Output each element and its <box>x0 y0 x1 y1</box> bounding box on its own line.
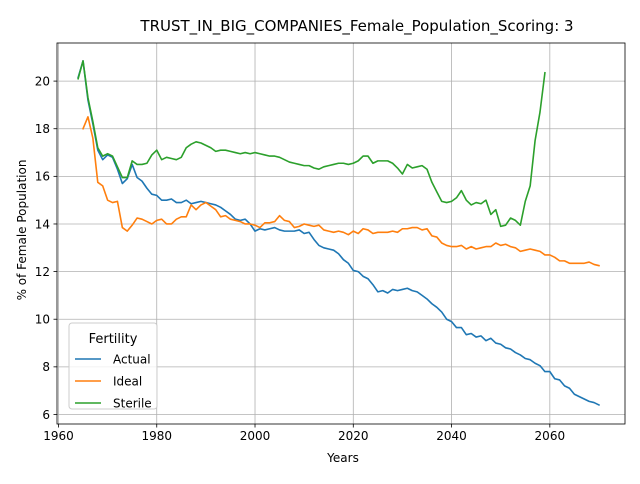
series-line-ideal <box>81 116 600 267</box>
legend-label-sterile: Sterile <box>113 397 152 411</box>
plot-area-frame <box>56 42 626 425</box>
x-tick-label: 1960 <box>43 429 74 443</box>
series-line-actual <box>77 60 601 407</box>
x-tick-label: 1980 <box>141 429 172 443</box>
chart-title: TRUST_IN_BIG_COMPANIES_Female_Population… <box>139 17 573 36</box>
legend-label-ideal: Ideal <box>113 375 142 389</box>
y-tick-label: 6 <box>42 408 50 422</box>
x-axis-label: Years <box>326 451 359 465</box>
x-tick-label: 2020 <box>338 429 369 443</box>
y-tick-label: 20 <box>35 74 50 88</box>
y-tick-label: 16 <box>35 170 50 184</box>
y-tick-label: 18 <box>35 122 50 136</box>
legend-title: Fertility <box>89 332 138 347</box>
x-tick-label: 2040 <box>436 429 467 443</box>
y-tick-label: 10 <box>35 313 50 327</box>
y-tick-label: 8 <box>42 360 50 374</box>
series-line-sterile <box>77 60 546 228</box>
legend-box <box>68 322 158 410</box>
legend-items: Actual Ideal Sterile <box>75 353 152 411</box>
axis-ticks: 1960 1980 2000 2020 2040 2060 6 8 10 12 14 16 18 20 <box>35 74 565 443</box>
y-axis-label: % of Female Population <box>15 160 29 301</box>
series-lines <box>77 60 601 407</box>
x-tick-label: 2000 <box>240 429 271 443</box>
y-tick-label: 14 <box>35 217 50 231</box>
legend: Fertility Actual Ideal Sterile <box>68 322 158 411</box>
x-tick-label: 2060 <box>535 429 566 443</box>
y-tick-label: 12 <box>35 265 50 279</box>
legend-label-actual: Actual <box>113 353 151 367</box>
